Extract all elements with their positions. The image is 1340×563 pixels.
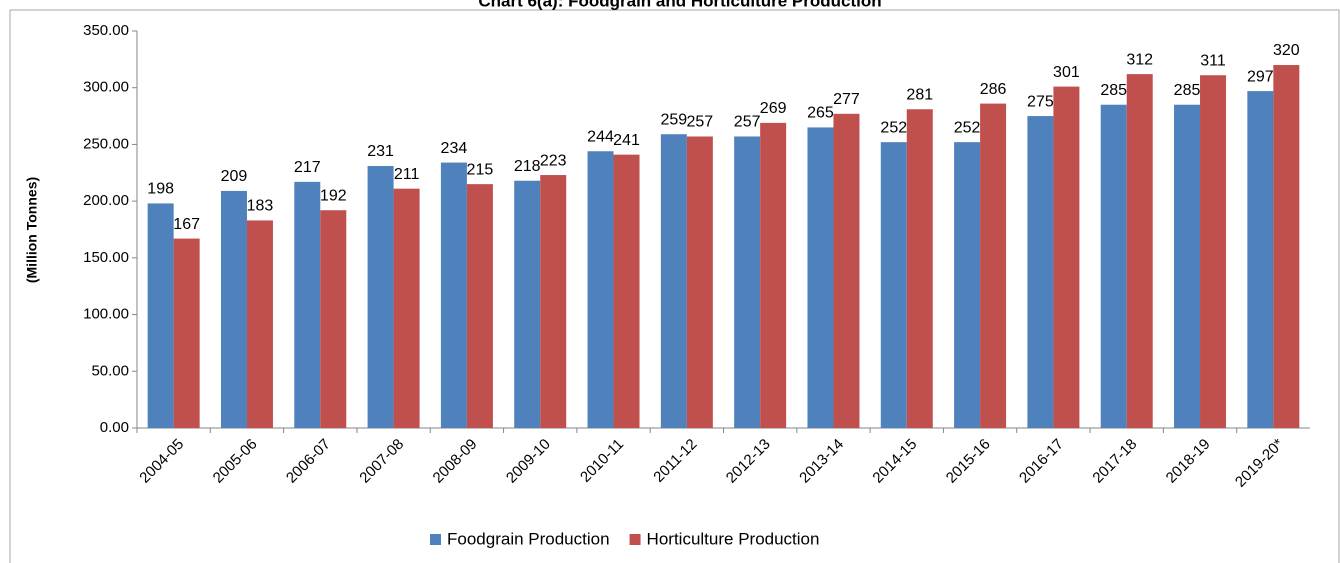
value-label: 244 (587, 128, 614, 145)
x-tick-label: 2019-20* (1232, 436, 1287, 491)
x-tick-label: 2013-14 (796, 436, 847, 487)
x-tick-label: 2018-19 (1163, 436, 1214, 487)
y-tick-label: 350.00 (83, 22, 129, 39)
value-label: 198 (147, 181, 174, 198)
value-label: 311 (1200, 52, 1226, 69)
y-tick-label: 0.00 (100, 419, 129, 436)
bar (1174, 104, 1201, 428)
value-label: 252 (880, 119, 907, 136)
value-label: 265 (807, 105, 834, 122)
x-tick-label: 2016-17 (1016, 436, 1067, 487)
value-label: 269 (760, 100, 787, 117)
bar (613, 154, 640, 428)
bar (734, 136, 761, 428)
x-tick-label: 2011-12 (650, 436, 700, 486)
bar (807, 127, 834, 429)
value-label: 215 (467, 161, 494, 178)
value-label: 312 (1126, 51, 1153, 68)
value-label: 192 (320, 187, 347, 204)
bar (906, 109, 933, 428)
bar (1053, 86, 1080, 428)
x-tick-label: 2012-13 (723, 436, 774, 487)
bar (1247, 91, 1274, 429)
x-tick-label: 2008-09 (430, 436, 481, 487)
bar (686, 136, 713, 428)
bar (833, 113, 860, 428)
value-label: 223 (540, 152, 567, 169)
bar (1126, 74, 1153, 429)
bar (1200, 75, 1227, 428)
value-label: 183 (247, 198, 274, 215)
value-label: 277 (833, 91, 860, 108)
value-label: 252 (954, 119, 981, 136)
y-tick-label: 200.00 (83, 192, 129, 209)
bar (367, 165, 394, 429)
bar (147, 203, 174, 428)
bar (540, 175, 567, 428)
bar (1027, 116, 1054, 429)
value-label: 234 (441, 140, 468, 157)
value-label: 297 (1247, 68, 1274, 85)
legend-swatch (430, 534, 441, 545)
value-label: 241 (613, 132, 640, 149)
value-label: 218 (514, 158, 541, 175)
bar (1100, 104, 1127, 428)
bar (440, 162, 467, 428)
bar (294, 181, 321, 428)
bar (954, 142, 981, 428)
value-label: 301 (1053, 64, 1080, 81)
y-axis-label: (Million Tonnes) (24, 177, 40, 283)
bar (393, 188, 420, 428)
value-label: 259 (660, 111, 687, 128)
bar (246, 220, 273, 428)
x-tick-label: 2015-16 (943, 436, 994, 487)
bar (514, 180, 541, 428)
x-tick-label: 2010-11 (577, 436, 627, 486)
value-label: 285 (1100, 82, 1127, 99)
x-tick-label: 2004-05 (136, 436, 187, 487)
bar (760, 122, 787, 429)
bar (173, 238, 200, 428)
bar (220, 190, 247, 428)
value-label: 257 (734, 114, 761, 131)
y-tick-label: 250.00 (83, 135, 129, 152)
x-tick-label: 2005-06 (210, 436, 261, 487)
x-tick-label: 2009-10 (503, 436, 554, 487)
chart-title: Chart 6(a): Foodgrain and Horticulture P… (478, 0, 881, 10)
legend-swatch (629, 534, 641, 545)
y-tick-label: 150.00 (83, 249, 129, 266)
x-tick-label: 2007-08 (356, 436, 407, 487)
bar (1273, 65, 1300, 429)
value-label: 209 (221, 168, 248, 185)
value-label: 286 (980, 81, 1007, 98)
value-label: 167 (173, 216, 200, 233)
chart-border (9, 9, 1340, 563)
value-label: 211 (394, 166, 420, 183)
value-label: 257 (686, 114, 713, 131)
value-label: 320 (1273, 42, 1300, 59)
bar (660, 134, 687, 428)
x-tick-label: 2006-07 (283, 436, 334, 487)
value-label: 275 (1027, 93, 1054, 110)
bar (880, 142, 907, 428)
y-tick-label: 100.00 (83, 306, 129, 323)
legend-label: Horticulture Production (647, 529, 820, 548)
legend-label: Foodgrain Production (447, 529, 610, 548)
y-tick-label: 300.00 (83, 79, 129, 96)
value-label: 231 (367, 143, 394, 160)
y-tick-label: 50.00 (91, 362, 129, 379)
x-tick-label: 2014-15 (869, 436, 920, 487)
bar (320, 210, 347, 428)
x-tick-label: 2017-18 (1089, 436, 1140, 487)
bar (587, 151, 614, 428)
value-label: 217 (294, 159, 321, 176)
bar (466, 184, 493, 428)
value-label: 281 (906, 86, 933, 103)
value-label: 285 (1174, 82, 1201, 99)
bar (980, 103, 1007, 428)
